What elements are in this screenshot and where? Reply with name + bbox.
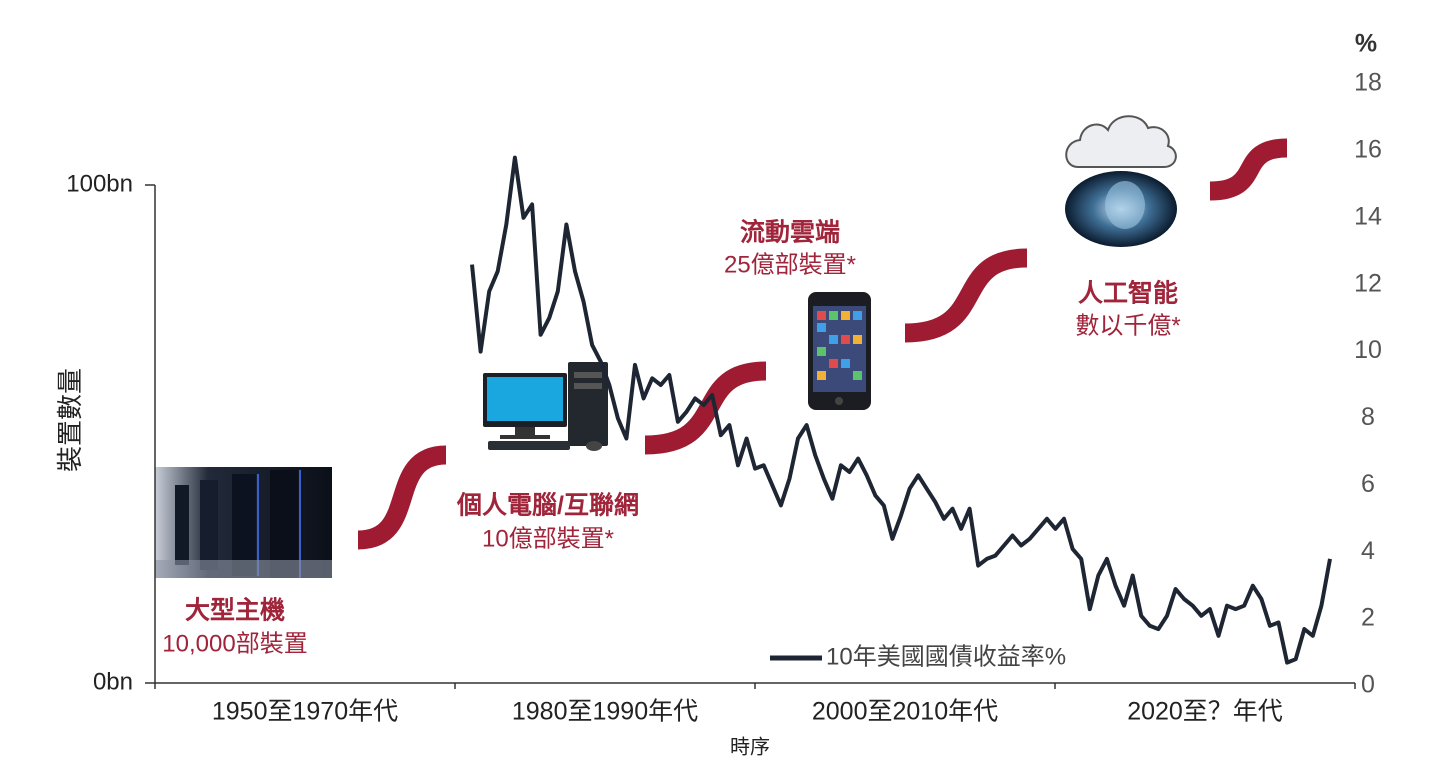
phone-icon xyxy=(808,292,871,410)
x-tick-label: 2020至？年代 xyxy=(1127,698,1283,726)
annotation-subtitle: 25億部裝置* xyxy=(724,251,856,278)
y2-tick-label: 14 xyxy=(1354,202,1382,230)
server-photo xyxy=(155,467,332,578)
y2-tick-label: 4 xyxy=(1361,537,1375,565)
x-tick-label: 1980至1990年代 xyxy=(512,698,698,726)
connector-curve xyxy=(357,138,1288,550)
y2-tick-label: 10 xyxy=(1354,336,1382,364)
x-axis-label: 時序 xyxy=(730,735,770,758)
annotation-title: 流動雲端 xyxy=(740,219,840,247)
y2-tick-label: 12 xyxy=(1354,269,1382,297)
annotation-title: 大型主機 xyxy=(185,597,285,625)
annotation-title: 個人電腦/互聯網 xyxy=(456,491,639,520)
y2-tick-label: 2 xyxy=(1361,604,1375,632)
yield-line xyxy=(470,155,1332,665)
y2-tick-label: 0 xyxy=(1361,671,1375,699)
legend-label: 10年美國國債收益率% xyxy=(826,643,1066,670)
y2-tick-label: 8 xyxy=(1361,403,1375,431)
ai-icon xyxy=(1065,171,1177,247)
annotation-subtitle: 數以千億* xyxy=(1075,312,1180,339)
annotation-subtitle: 10億部裝置* xyxy=(482,525,614,552)
annotation-subtitle: 10,000部裝置 xyxy=(162,630,307,657)
y2-unit: % xyxy=(1355,30,1377,58)
y-tick-label: 0bn xyxy=(93,668,133,695)
cloud-icon xyxy=(1065,115,1177,168)
x-tick-label: 1950至1970年代 xyxy=(212,698,398,726)
y2-tick-label: 16 xyxy=(1354,135,1382,163)
x-tick-label: 2000至2010年代 xyxy=(812,698,998,726)
y-axis-label: 裝置數量 xyxy=(55,368,85,472)
computer-icon xyxy=(483,362,608,451)
y2-tick-label: 18 xyxy=(1354,69,1382,97)
y-tick-label: 100bn xyxy=(66,170,133,197)
annotation-title: 人工智能 xyxy=(1078,279,1178,308)
y2-tick-label: 6 xyxy=(1361,470,1375,498)
